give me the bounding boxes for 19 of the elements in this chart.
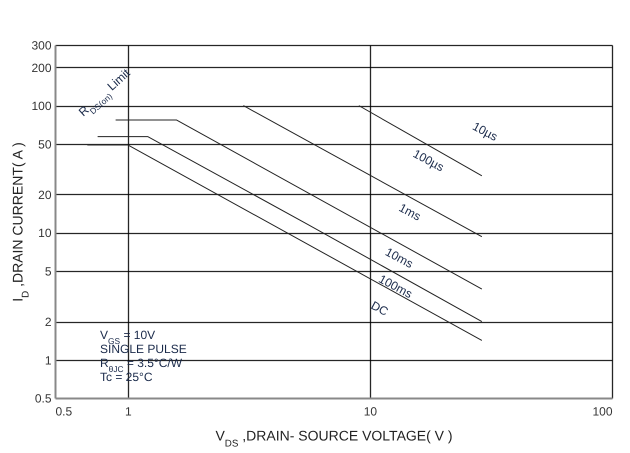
- y-tick-label: 0.5: [34, 392, 52, 406]
- annotation: 10µs: [470, 119, 500, 144]
- x-tick-label: 10: [364, 404, 378, 418]
- x-tick-label: 0.5: [56, 404, 73, 418]
- y-tick-label: 1: [44, 353, 52, 368]
- x-tick-label: 100: [592, 404, 613, 418]
- y-tick-label: 2: [44, 315, 52, 329]
- y-tick-label: 5: [44, 264, 52, 278]
- y-tick-label: 50: [38, 137, 52, 152]
- y-tick-label: 20: [38, 188, 52, 202]
- x-tick-label: 1: [125, 404, 132, 418]
- y-tick-label: 10: [38, 226, 52, 240]
- annotation: 1ms: [396, 200, 424, 224]
- y-tick-label: 300: [31, 38, 52, 52]
- x-axis-title: V$_{DS}$ ,DRAIN- SOURCE VOLTAGE( V ): [215, 428, 453, 449]
- y-tick-label: 200: [31, 60, 52, 75]
- y-tick-label: 100: [31, 99, 52, 114]
- annotation: DC: [368, 298, 391, 319]
- annotation: 10ms: [382, 244, 416, 271]
